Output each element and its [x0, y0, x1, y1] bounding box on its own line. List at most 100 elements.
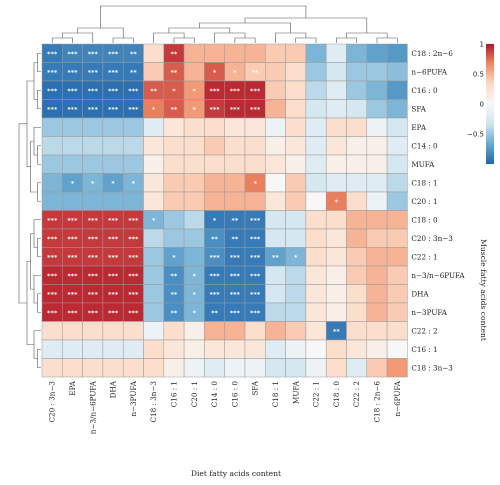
heatmap-cell [265, 62, 286, 82]
significance-label: * [294, 253, 298, 261]
column-label: C18 : 2n−6 [372, 381, 381, 423]
heatmap-cell [265, 339, 286, 359]
colorbar-tick-label: 1 [480, 41, 484, 49]
significance-label: * [335, 198, 339, 206]
heatmap-cell [244, 358, 266, 378]
heatmap-cell [285, 117, 307, 137]
heatmap-cell [143, 321, 165, 341]
heatmap-cell [143, 154, 165, 174]
significance-label: *** [47, 105, 58, 113]
column-label: C16 : 0 [230, 381, 239, 408]
heatmap-cell [386, 339, 408, 359]
significance-label: * [193, 105, 197, 113]
row-label: C18 : 0 [411, 215, 438, 224]
heatmap-cell [386, 228, 408, 248]
heatmap-cell [183, 173, 205, 193]
significance-label: *** [88, 290, 99, 298]
heatmap-cell [102, 321, 124, 341]
heatmap-cell [143, 117, 165, 137]
heatmap-cell [183, 210, 205, 230]
heatmap-cell [386, 210, 408, 230]
heatmap-cell [305, 99, 327, 119]
heatmap-cell [386, 191, 408, 211]
significance-label: *** [128, 309, 139, 317]
heatmap-cells [41, 43, 408, 378]
heatmap-cell [265, 302, 286, 322]
heatmap-cell [305, 43, 327, 63]
significance-label: *** [108, 272, 119, 280]
dendrogram-branch [30, 233, 34, 290]
heatmap-cell [82, 191, 104, 211]
row-labels: C18 : 2n−6 n−6PUFA C16 : 0 SFA EPA C14 : 0 MUF… [411, 49, 465, 373]
dendrogram-branch [51, 37, 73, 43]
heatmap-cell [346, 154, 368, 174]
significance-label: *** [209, 253, 220, 261]
heatmap-cell [325, 228, 347, 248]
heatmap-cell [183, 228, 205, 248]
dendrogram-branch [37, 348, 41, 369]
heatmap-cell [244, 117, 266, 137]
significance-label: *** [108, 290, 119, 298]
heatmap-cell [204, 321, 225, 341]
heatmap-cell [366, 154, 388, 174]
column-label: MUFA [291, 380, 300, 404]
significance-label: *** [47, 290, 58, 298]
heatmap-cell [366, 284, 388, 304]
significance-label: *** [209, 290, 220, 298]
heatmap-cell [122, 154, 144, 174]
heatmap-cell [325, 302, 347, 322]
heatmap-cell [163, 210, 185, 230]
column-label: C20 : 1 [190, 381, 199, 407]
row-label: C14 : 0 [411, 141, 438, 150]
heatmap-cell [285, 99, 307, 119]
heatmap-cell [305, 80, 327, 100]
heatmap-cell [346, 210, 368, 230]
dendrogram-branch [100, 5, 307, 28]
heatmap-cell [346, 339, 368, 359]
significance-label: * [132, 179, 136, 187]
row-label: C16 : 1 [411, 345, 437, 354]
heatmap-cell [305, 210, 327, 230]
row-dendrogram [18, 52, 41, 369]
significance-label: *** [250, 290, 261, 298]
significance-label: * [172, 87, 176, 95]
significance-label: *** [47, 272, 58, 280]
heatmap-cell [143, 302, 165, 322]
significance-label: * [193, 309, 197, 317]
significance-label: *** [250, 309, 261, 317]
significance-stars: *** *** *** *** ** ***** *** *** *** ** ** * * ***** *… [47, 50, 340, 336]
heatmap-cell [62, 358, 83, 378]
heatmap-cell [325, 80, 347, 100]
heatmap-cell [346, 358, 368, 378]
heatmap-cell [183, 62, 205, 82]
dendrogram-branch [37, 52, 41, 73]
heatmap-cell [265, 321, 286, 341]
heatmap-cell [183, 117, 205, 137]
heatmap-cell [204, 154, 225, 174]
heatmap-cell [285, 62, 307, 82]
significance-label: *** [88, 235, 99, 243]
significance-label: ** [171, 290, 178, 298]
significance-label: *** [250, 105, 261, 113]
heatmap-cell [285, 284, 307, 304]
significance-label: *** [209, 272, 220, 280]
heatmap-cell [305, 117, 327, 137]
heatmap-cell [224, 173, 246, 193]
significance-label: ** [171, 50, 178, 58]
significance-label: *** [128, 272, 139, 280]
significance-label: *** [88, 216, 99, 224]
column-label: DHA [109, 380, 118, 398]
heatmap-cell [82, 117, 104, 137]
heatmap-cell [325, 339, 347, 359]
heatmap-cell [285, 302, 307, 322]
heatmap-cell [305, 173, 327, 193]
significance-label: * [253, 179, 257, 187]
significance-label: *** [67, 290, 78, 298]
significance-label: ** [252, 68, 259, 76]
heatmap-cell [41, 339, 63, 359]
significance-label: *** [250, 272, 261, 280]
heatmap-cell [163, 358, 185, 378]
significance-label: *** [88, 50, 99, 58]
significance-label: ** [171, 68, 178, 76]
heatmap-cell [325, 136, 347, 156]
